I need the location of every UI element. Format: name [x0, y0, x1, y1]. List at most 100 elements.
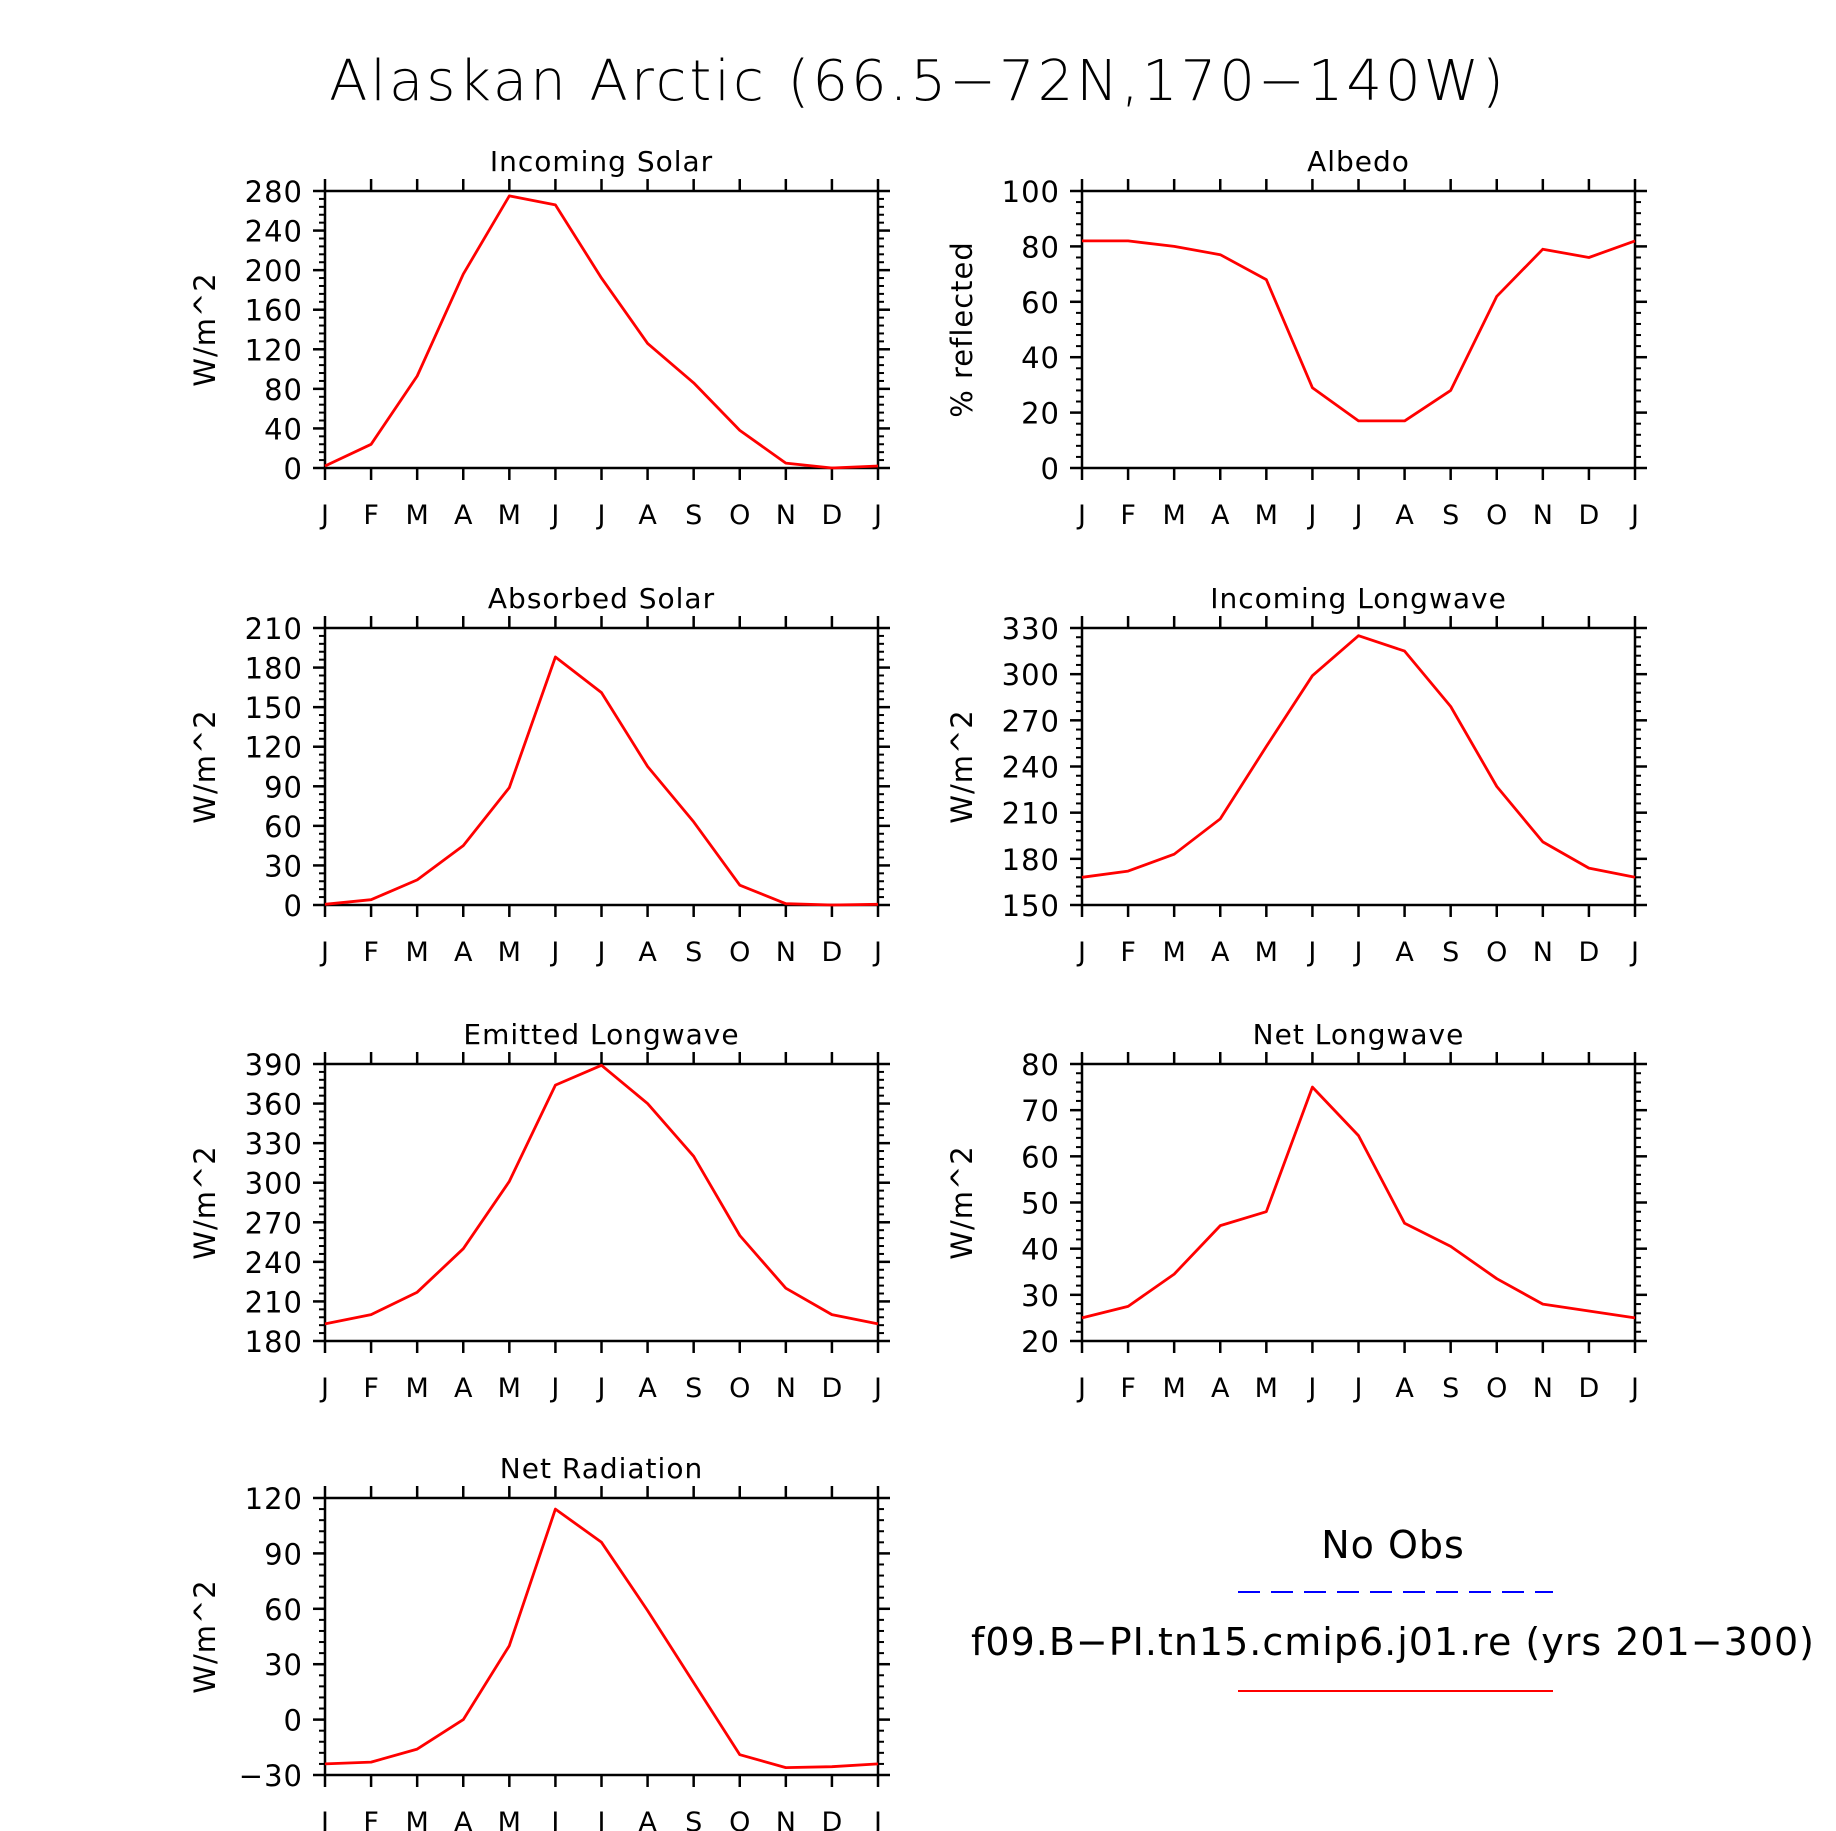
y-tick-label: 60	[1021, 1140, 1060, 1174]
y-tick-label: 210	[245, 1285, 303, 1319]
y-axis-label: W/m^2	[188, 709, 222, 823]
x-tick-label: J	[549, 937, 559, 968]
panel-incoming-longwave: J F M A M J J A S O N D J150180210240270300330Incomi…	[945, 582, 1647, 968]
x-tick-label: F	[363, 1373, 379, 1404]
x-tick-label: J	[1306, 937, 1316, 968]
panels: J F M A M J J A S O N D J04080120160200240280Incomin…	[188, 145, 1647, 1831]
x-tick-label: F	[1120, 937, 1136, 968]
series-line	[324, 194, 879, 470]
x-tick-label: M	[406, 1373, 429, 1404]
x-tick-label: M	[406, 937, 429, 968]
x-tick-label: S	[685, 1373, 702, 1404]
x-tick-label: S	[685, 937, 702, 968]
y-tick-label: 300	[245, 1167, 303, 1201]
x-tick-label: M	[1163, 937, 1186, 968]
plot-frame	[323, 1496, 880, 1777]
y-tick-label: 40	[264, 412, 303, 446]
x-tick-label: M	[498, 500, 521, 531]
y-tick-label: 60	[1021, 286, 1060, 320]
x-tick-label: J	[1629, 500, 1639, 531]
x-tick-label: A	[1211, 1373, 1230, 1404]
plot-frame	[1080, 1062, 1637, 1343]
x-tick-label: D	[822, 500, 843, 531]
y-tick-label: 100	[1002, 175, 1060, 209]
x-tick-label: J	[1353, 500, 1363, 531]
x-tick-label: J	[319, 937, 329, 968]
y-tick-label: 300	[1002, 658, 1060, 692]
x-tick-label: F	[363, 937, 379, 968]
x-tick-label: M	[498, 937, 521, 968]
x-tick-label: N	[776, 1807, 796, 1831]
x-tick-label: A	[1395, 1373, 1414, 1404]
x-tick-label: M	[1255, 937, 1278, 968]
y-tick-label: 280	[245, 175, 303, 209]
x-tick-label: A	[1211, 937, 1230, 968]
x-tick-label: S	[685, 1807, 702, 1831]
y-tick-label: 150	[1002, 889, 1060, 923]
y-tick-label: 30	[264, 1648, 303, 1682]
y-tick-label: 60	[264, 810, 303, 844]
x-tick-label: O	[729, 500, 750, 531]
x-tick-label: A	[454, 1807, 473, 1831]
panel-absorbed-solar: J F M A M J J A S O N D J0306090120150180210Absorbed…	[188, 582, 890, 968]
x-tick-label: S	[1442, 1373, 1459, 1404]
y-axis-label: W/m^2	[945, 1145, 979, 1259]
panel-emitted-longwave: J F M A M J J A S O N D J180210240270300330360390Emi…	[188, 1018, 890, 1404]
x-tick-label: J	[319, 1373, 329, 1404]
panel-title: Net Longwave	[1253, 1018, 1465, 1051]
y-tick-label: 40	[1021, 341, 1060, 375]
x-tick-label: F	[363, 1807, 379, 1831]
x-tick-label: J	[1076, 937, 1086, 968]
legend-model-label: f09.B−PI.tn15.cmip6.j01.re (yrs 201−300)	[971, 1620, 1815, 1664]
y-tick-label: 210	[245, 612, 303, 646]
y-axis-label: W/m^2	[188, 1145, 222, 1259]
x-tick-label: M	[1163, 1373, 1186, 1404]
x-tick-label: M	[498, 1373, 521, 1404]
x-tick-label: A	[638, 1373, 657, 1404]
x-tick-label: J	[1306, 500, 1316, 531]
panel-title: Incoming Solar	[490, 145, 713, 178]
x-tick-label: D	[822, 1373, 843, 1404]
y-tick-label: 330	[1002, 612, 1060, 646]
x-tick-label: M	[1255, 500, 1278, 531]
series-line	[1081, 634, 1636, 879]
panel-title: Incoming Longwave	[1210, 582, 1507, 615]
series-line	[324, 655, 879, 907]
y-tick-label: 30	[264, 849, 303, 883]
y-tick-label: 80	[1021, 1048, 1060, 1082]
x-tick-label: M	[498, 1807, 521, 1831]
x-tick-label: J	[872, 937, 882, 968]
x-tick-label: M	[406, 500, 429, 531]
x-tick-label: F	[363, 500, 379, 531]
y-tick-label: 0	[284, 1704, 303, 1738]
x-tick-label: J	[1076, 1373, 1086, 1404]
y-tick-label: 0	[284, 452, 303, 486]
y-tick-label: 270	[245, 1206, 303, 1240]
x-tick-label: S	[1442, 937, 1459, 968]
y-tick-label: 0	[1041, 452, 1060, 486]
x-tick-label: S	[685, 500, 702, 531]
y-tick-label: 70	[1021, 1094, 1060, 1128]
x-tick-label: A	[1395, 500, 1414, 531]
x-tick-label: J	[872, 500, 882, 531]
legend-obs-label: No Obs	[1321, 1523, 1465, 1567]
y-tick-label: 180	[245, 652, 303, 686]
x-tick-label: J	[549, 500, 559, 531]
y-tick-label: 180	[245, 1325, 303, 1359]
y-tick-label: 80	[264, 373, 303, 407]
x-tick-label: D	[1579, 937, 1600, 968]
x-tick-label: J	[319, 1807, 329, 1831]
panel-incoming-solar: J F M A M J J A S O N D J04080120160200240280Incomin…	[188, 145, 890, 531]
x-tick-label: J	[596, 1807, 606, 1831]
x-tick-label: A	[1211, 500, 1230, 531]
y-tick-label: 270	[1002, 704, 1060, 738]
x-tick-label: A	[1395, 937, 1414, 968]
panel-title: Net Radiation	[500, 1452, 703, 1485]
x-tick-label: N	[1533, 500, 1553, 531]
x-tick-label: F	[1120, 1373, 1136, 1404]
x-tick-label: O	[1486, 1373, 1507, 1404]
x-tick-label: O	[729, 937, 750, 968]
y-tick-label: 40	[1021, 1233, 1060, 1267]
